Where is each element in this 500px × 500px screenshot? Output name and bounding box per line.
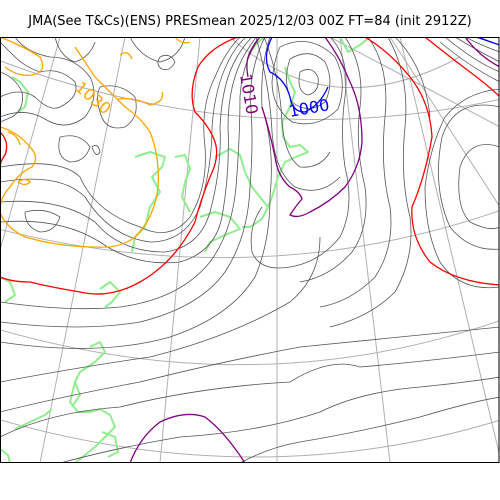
isobar-line [0,351,499,438]
coastline [267,66,309,208]
isobar-line [129,413,246,463]
coastline [101,431,119,458]
isobar-line [239,396,499,463]
meridian-line [389,37,499,207]
parallel-line [0,210,499,259]
isobar-line [0,236,321,383]
isobar-line [174,37,191,44]
isobar-line [7,131,21,146]
isobar-line [58,135,91,163]
meridian-line [399,37,499,455]
isobar-line [261,37,363,218]
coastline [199,211,241,253]
contour-label-1000: 1000 [287,95,330,121]
coastline [0,448,11,463]
isobar-line [464,37,499,53]
isobar-line [0,37,266,328]
isobar-line [299,37,367,283]
isobar-line [329,37,412,328]
isobar-line [458,144,499,230]
isobar-line [364,37,499,286]
coastline [174,154,191,213]
isobar-line [0,37,257,264]
isobar-line [424,88,499,289]
coastline [99,281,121,308]
isobar-line [119,52,133,60]
isobar-line [0,37,239,295]
coastline [14,408,53,430]
graticule [0,37,499,463]
coastline [214,148,269,208]
orange-isobars [0,37,191,248]
parallel-line [229,37,461,89]
isobar-line [477,37,499,46]
purple-isobars [129,37,499,463]
isobars [0,37,499,463]
isobar-line [0,37,44,76]
isobar-line [271,41,343,125]
isobar-line [0,37,95,126]
parallel-line [0,60,499,120]
isobar-line [439,41,499,82]
meridian-line [339,37,391,463]
isobar-line [97,85,137,129]
isobar-line [129,37,186,63]
isobar-line [0,37,253,253]
isobar-line [59,376,499,463]
coastline [242,206,269,228]
coastline [71,381,81,408]
pressure-map: 1030 1010 1000 [0,37,500,463]
isobar-line [263,37,331,168]
isobar-line [265,37,329,113]
isobar-line [438,104,499,250]
map-title: JMA(See T&Cs)(ENS) PRESmean 2025/12/03 0… [28,14,472,29]
parallel-line [0,419,499,458]
isobar-line [250,37,350,269]
isobar-line [117,91,164,106]
isobar-line [454,37,499,62]
contour-label-1030: 1030 [71,78,114,119]
isobar-line [424,37,499,97]
coastline [339,37,371,53]
isobar-line [255,37,341,191]
isobar-line [0,326,499,413]
isobar-line [464,37,499,68]
isobar-line [0,71,23,123]
coastline [11,76,29,113]
isobar-line [0,37,241,234]
isobar-line [91,144,101,155]
isobar-line [17,178,31,186]
isobar-line [24,209,61,233]
meridian-line [39,37,126,463]
meridian-line [159,37,201,463]
parallel-line [0,320,499,366]
coastline [0,276,16,303]
isobar-line [0,46,159,248]
isobar-line [54,37,96,63]
isobar-line [394,37,431,118]
isobar-line [319,37,392,308]
coastline [131,151,166,253]
isobar-line [0,41,77,109]
coastline [69,341,116,463]
red-isobars [0,37,499,295]
isobar-line [0,37,272,349]
isobar-line [0,37,247,243]
isobar-line [298,69,319,96]
isobar-line [0,37,261,310]
isobar-line [444,37,499,73]
map-frame [0,37,500,463]
isobar-line [246,37,261,78]
meridian-line [0,37,61,252]
meridian-line [329,37,499,128]
isobar-line [157,54,176,71]
coastlines [0,37,371,463]
